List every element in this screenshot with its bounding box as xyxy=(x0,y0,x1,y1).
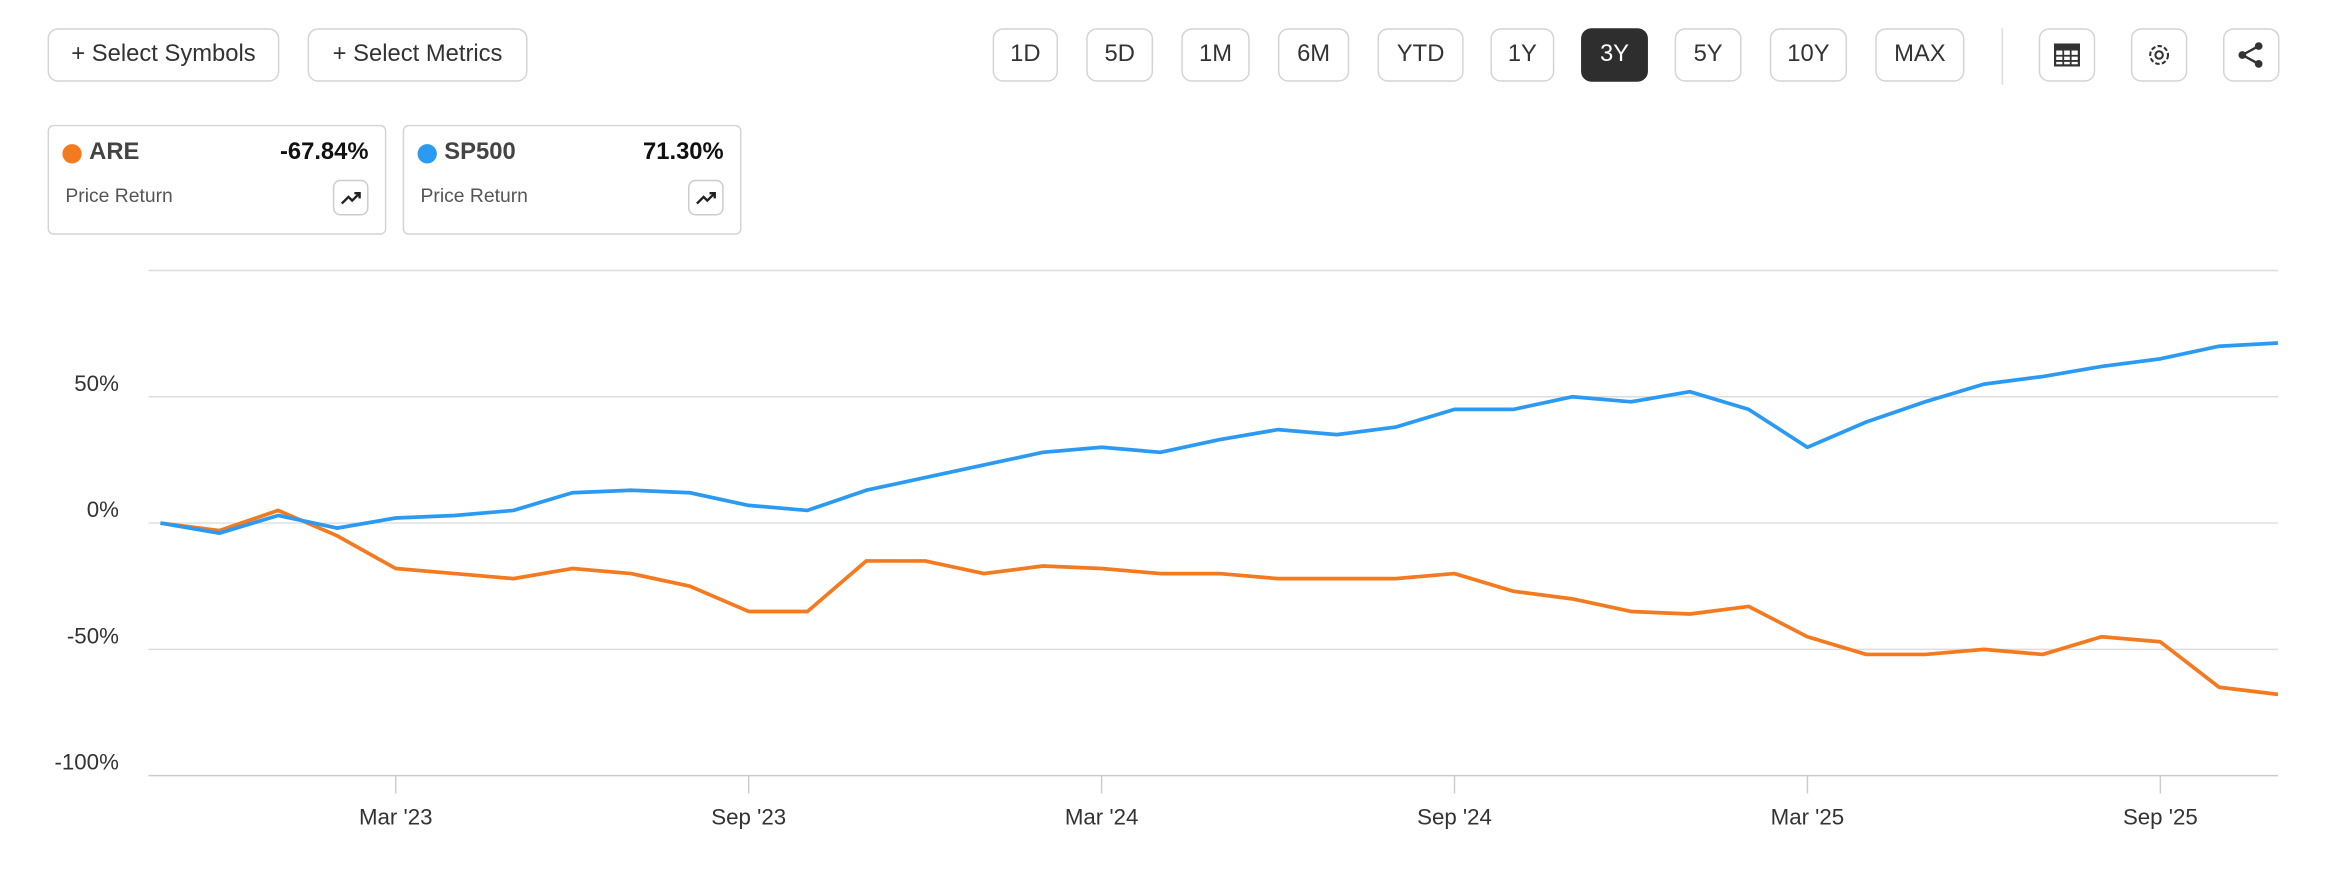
x-tick-label: Mar '25 xyxy=(1771,805,1845,830)
range-button[interactable]: 10Y xyxy=(1769,28,1848,82)
table-view[interactable] xyxy=(2038,28,2096,82)
select-metrics[interactable]: + Select Metrics xyxy=(307,28,528,82)
table-icon xyxy=(2053,43,2080,67)
range-button[interactable]: 1Y xyxy=(1490,28,1555,82)
settings[interactable] xyxy=(2130,28,2188,82)
range-button[interactable]: 5Y xyxy=(1674,28,1742,82)
share[interactable] xyxy=(2223,28,2280,82)
range-button[interactable]: MAX xyxy=(1875,28,1965,82)
range-button[interactable]: 1M xyxy=(1181,28,1250,82)
chart-type-toggle[interactable] xyxy=(688,179,724,216)
legend-metric: Price Return xyxy=(420,184,528,207)
range-button[interactable]: 5D xyxy=(1086,28,1154,82)
legend-value: -67.84% xyxy=(279,139,369,165)
legend-value: 71.30% xyxy=(643,139,724,165)
line-0 xyxy=(160,508,2279,697)
legend-metric: Price Return xyxy=(65,184,173,207)
line-1 xyxy=(160,341,2279,536)
x-tick-label: Sep '25 xyxy=(2123,805,2198,830)
range-button[interactable]: 6M xyxy=(1277,28,1350,82)
legend-card[interactable]: SP500 71.30% Price Return xyxy=(402,124,742,235)
y-tick-label: -50% xyxy=(67,623,119,648)
range-button[interactable]: YTD xyxy=(1377,28,1464,82)
y-tick-label: -100% xyxy=(55,750,119,775)
share-icon xyxy=(2238,42,2263,68)
gear-icon xyxy=(2149,45,2170,65)
divider xyxy=(2001,28,2004,85)
range-button[interactable]: 3Y xyxy=(1581,28,1648,82)
x-tick-label: Mar '23 xyxy=(359,805,433,830)
trend-icon xyxy=(340,191,361,205)
range-button[interactable]: 1D xyxy=(992,28,1059,82)
legend-dot xyxy=(62,144,82,164)
trend-icon xyxy=(696,191,716,205)
chart-type-toggle[interactable] xyxy=(332,179,369,216)
legend-name: ARE xyxy=(89,139,140,165)
x-tick-label: Sep '24 xyxy=(1417,805,1492,830)
legend-name: SP500 xyxy=(444,139,516,165)
x-tick-label: Mar '24 xyxy=(1065,805,1139,830)
y-tick-label: 0% xyxy=(87,497,119,522)
x-tick-label: Sep '23 xyxy=(711,805,786,830)
legend-card[interactable]: ARE -67.84% Price Return xyxy=(47,124,387,235)
y-tick-label: 50% xyxy=(74,371,119,396)
legend-dot xyxy=(417,144,437,164)
select-symbols[interactable]: + Select Symbols xyxy=(47,28,280,82)
